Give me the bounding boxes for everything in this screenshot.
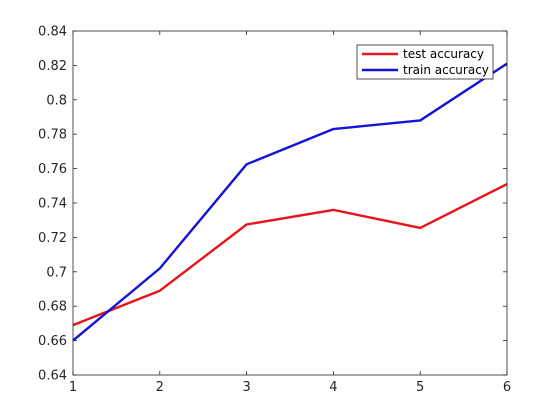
y-tick-label: 0.7 (46, 265, 67, 280)
x-tick-label: 2 (156, 380, 164, 395)
legend-label: test accuracy (403, 47, 484, 61)
x-tick-label: 6 (503, 380, 511, 395)
legend-box (356, 44, 494, 80)
plot-area (73, 31, 507, 375)
series-layer (72, 62, 508, 342)
legend: test accuracy train accuracy (356, 44, 494, 80)
y-tick-label: 0.8 (46, 93, 67, 108)
y-tick-label: 0.82 (38, 59, 67, 74)
series-line-train-accuracy (72, 62, 508, 342)
x-tick-label: 5 (416, 380, 424, 395)
x-tick-label: 3 (242, 380, 250, 395)
y-tick-label: 0.74 (38, 197, 67, 212)
x-tick-label: 4 (329, 380, 337, 395)
x-tick-label: 1 (69, 380, 77, 395)
series-line-test-accuracy (72, 183, 508, 327)
y-tick-label: 0.68 (38, 300, 67, 315)
y-tick-label: 0.78 (38, 128, 67, 143)
y-tick-label: 0.64 (38, 369, 67, 384)
legend-label: train accuracy (403, 63, 489, 77)
y-tick-label: 0.84 (38, 25, 67, 40)
y-tick-label: 0.66 (38, 334, 67, 349)
ticks-layer: 1 2 3 4 5 6 0.64 0.66 0.68 0.7 0.72 0.74 0.76 0.78 0.8… (38, 25, 511, 396)
y-tick-label: 0.72 (38, 231, 67, 246)
y-tick-label: 0.76 (38, 162, 67, 177)
